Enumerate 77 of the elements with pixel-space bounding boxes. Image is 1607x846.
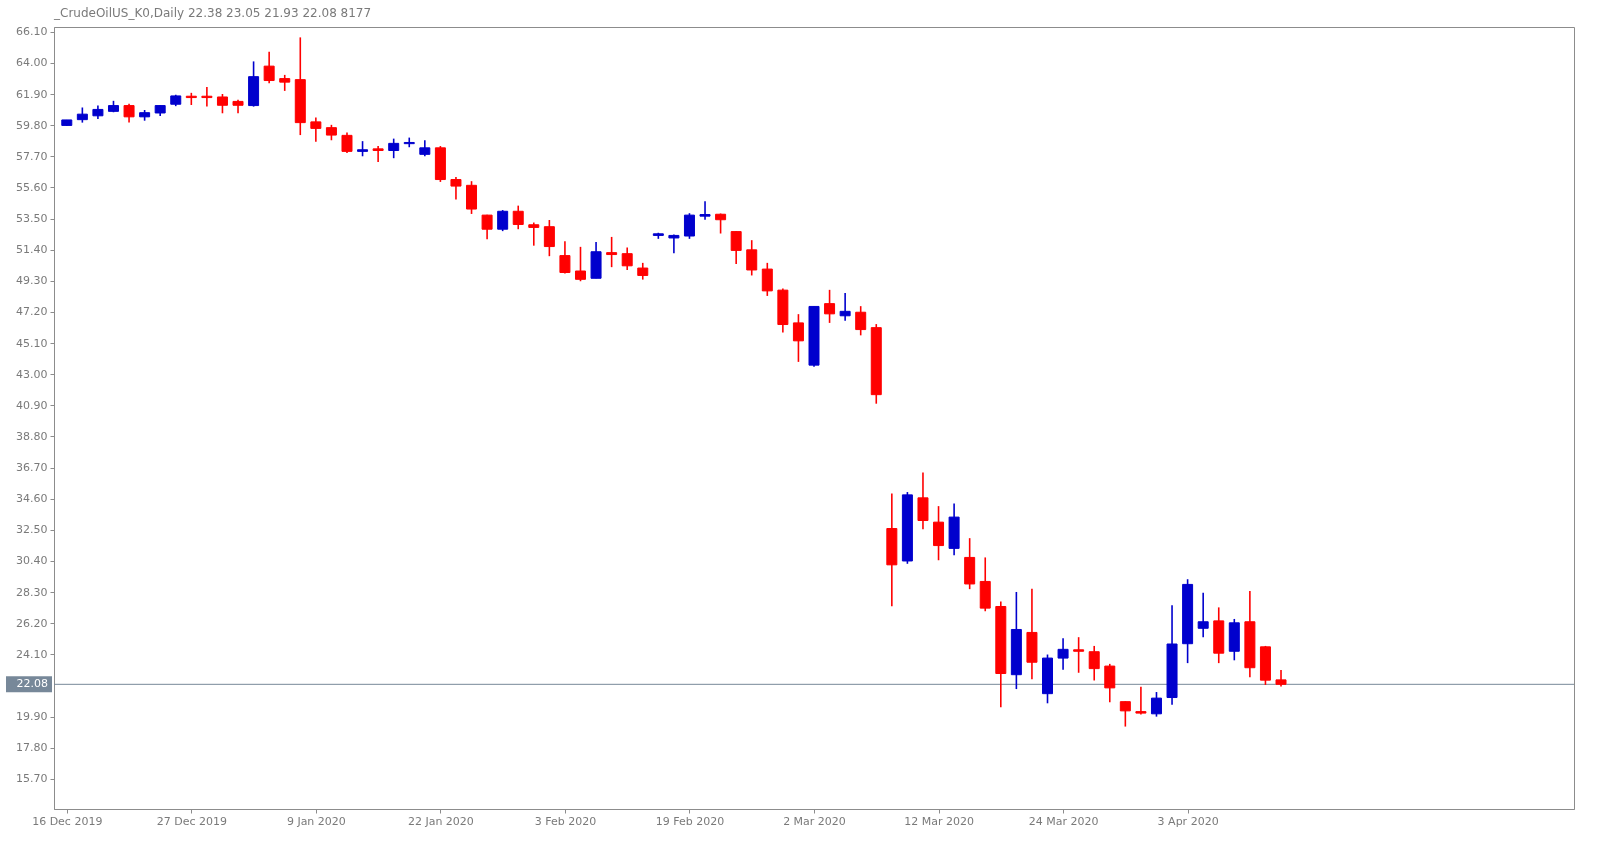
x-tick-label: 16 Dec 2019 [32, 814, 103, 828]
candlestick [388, 137, 400, 159]
candlestick [574, 246, 586, 283]
y-tick-label: 30.40 [16, 554, 48, 568]
y-tick-label: 24.10 [16, 647, 48, 661]
candlestick [855, 305, 867, 337]
y-tick-label: 66.10 [16, 25, 48, 39]
candlestick [341, 131, 353, 154]
candlestick [730, 230, 742, 265]
candlestick [606, 236, 618, 268]
x-tick-label: 24 Mar 2020 [1028, 814, 1099, 828]
y-tick-label: 45.10 [16, 336, 48, 350]
y-tick-label: 19.90 [16, 710, 48, 724]
y-tick-label: 34.60 [16, 492, 48, 506]
candlestick [512, 204, 524, 231]
ref-line-label: 22.08 [16, 677, 48, 691]
y-tick-label: 38.80 [16, 429, 48, 443]
candlestick [839, 292, 851, 322]
candlestick [1135, 686, 1147, 716]
candlestick [403, 136, 415, 149]
y-tick-label: 36.70 [16, 461, 48, 475]
candlestick [263, 50, 275, 84]
candlestick [123, 102, 135, 124]
candlestick [824, 289, 836, 324]
candlestick [216, 93, 228, 115]
y-tick-label: 59.80 [16, 118, 48, 132]
y-tick-label: 43.00 [16, 367, 48, 381]
y-tick-label: 55.60 [16, 180, 48, 194]
y-tick-label: 17.80 [16, 741, 48, 755]
candlestick [450, 176, 462, 201]
y-tick-label: 49.30 [16, 274, 48, 288]
x-tick-label: 9 Jan 2020 [286, 814, 346, 828]
x-tick-label: 3 Apr 2020 [1157, 814, 1219, 828]
candlestick [1119, 700, 1131, 728]
x-tick-label: 19 Feb 2020 [655, 814, 725, 828]
candlestick [933, 505, 945, 562]
y-tick-label: 32.50 [16, 523, 48, 537]
candlestick [699, 200, 711, 221]
y-tick-label: 64.00 [16, 56, 48, 70]
y-tick-label: 61.90 [16, 87, 48, 101]
x-tick-label: 2 Mar 2020 [783, 814, 846, 828]
y-tick-label: 40.90 [16, 398, 48, 412]
candlestick [528, 221, 540, 247]
y-tick-label: 47.20 [16, 305, 48, 319]
y-tick-label: 15.70 [16, 772, 48, 786]
x-tick-label: 27 Dec 2019 [156, 814, 227, 828]
candlestick [668, 233, 680, 255]
candlestick [792, 313, 804, 363]
candlestick [917, 471, 929, 531]
candlestick [761, 262, 773, 297]
x-tick-label: 3 Feb 2020 [534, 814, 597, 828]
candlestick [372, 145, 384, 163]
y-tick-label: 53.50 [16, 212, 48, 226]
candlestick [1088, 645, 1100, 682]
candlestick [1197, 591, 1209, 638]
candlestick [746, 239, 758, 277]
candlestick [310, 116, 322, 143]
x-tick-label: 22 Jan 2020 [407, 814, 474, 828]
x-tick-label: 12 Mar 2020 [904, 814, 974, 828]
candlestick [1073, 636, 1085, 674]
y-tick-label: 28.30 [16, 585, 48, 599]
y-tick-label: 26.20 [16, 616, 48, 630]
candlestick [1057, 637, 1069, 671]
candlestick [481, 214, 493, 240]
y-tick-label: 57.70 [16, 149, 48, 163]
candlestick [1150, 691, 1162, 718]
candlestick [201, 86, 213, 108]
candlestick [621, 246, 633, 271]
chart-title: _CrudeOilUS_K0,Daily 22.38 23.05 21.93 22.08 8177 [53, 5, 372, 20]
candlestick [543, 219, 555, 257]
candlestick [683, 212, 695, 240]
y-tick-label: 51.40 [16, 243, 48, 257]
candlestick [559, 240, 571, 275]
candlestick [1104, 663, 1116, 704]
candlestick [715, 212, 727, 235]
candlestick [466, 180, 478, 215]
candlestick [497, 209, 509, 232]
